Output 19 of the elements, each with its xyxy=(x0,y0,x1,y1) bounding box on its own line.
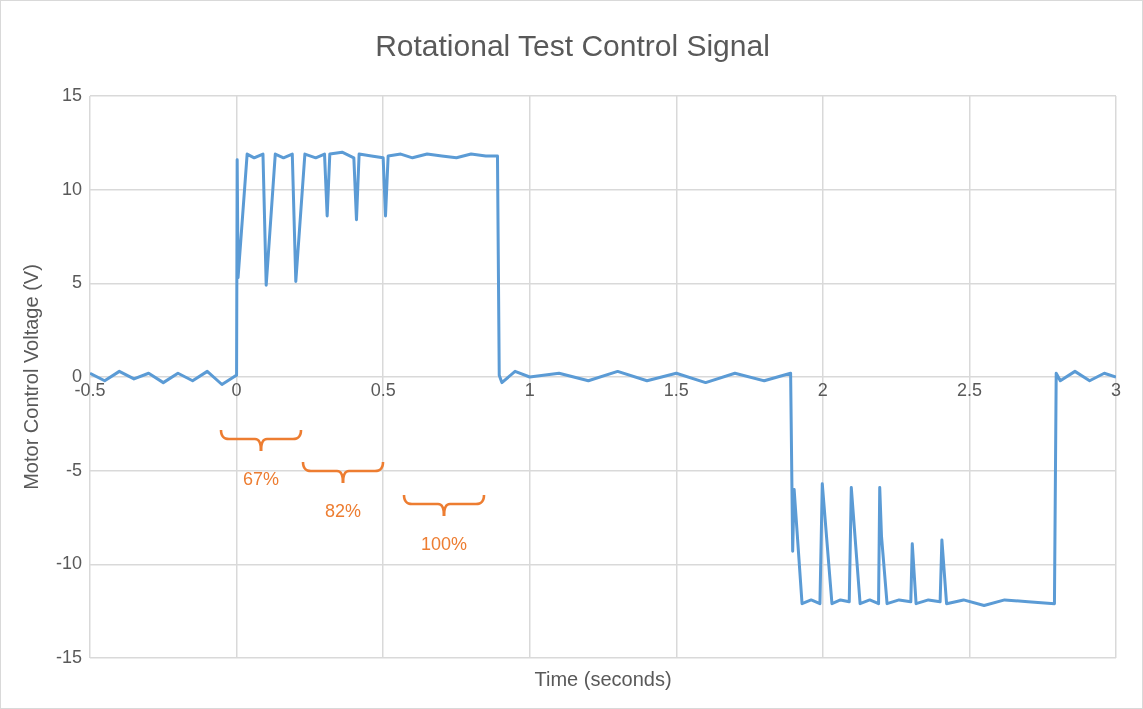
y-axis-title: Motor Control Voltage (V) xyxy=(19,264,42,490)
annotation: 82% xyxy=(324,500,362,521)
x-tick-label: 2 xyxy=(817,379,828,400)
y-tick-label: 5 xyxy=(72,272,83,293)
chart-title: Rotational Test Control Signal xyxy=(374,29,771,63)
y-tick-label: -10 xyxy=(56,553,83,574)
y-tick-label: -5 xyxy=(66,459,83,480)
x-tick-label: 1.5 xyxy=(663,379,689,400)
x-axis-title: Time (seconds) xyxy=(534,667,672,690)
y-tick-label: -15 xyxy=(56,646,83,667)
y-tick-label: 10 xyxy=(61,178,83,199)
x-tick-label: 3 xyxy=(1110,379,1122,400)
annotation: 67% xyxy=(242,468,280,489)
x-tick-label: 0.5 xyxy=(370,379,396,400)
annotation: 100% xyxy=(420,533,468,554)
x-tick-label: 0 xyxy=(231,379,242,400)
x-tick-label: 2.5 xyxy=(956,379,982,400)
y-tick-label: 15 xyxy=(61,84,83,105)
x-tick-label: 1 xyxy=(524,379,535,400)
